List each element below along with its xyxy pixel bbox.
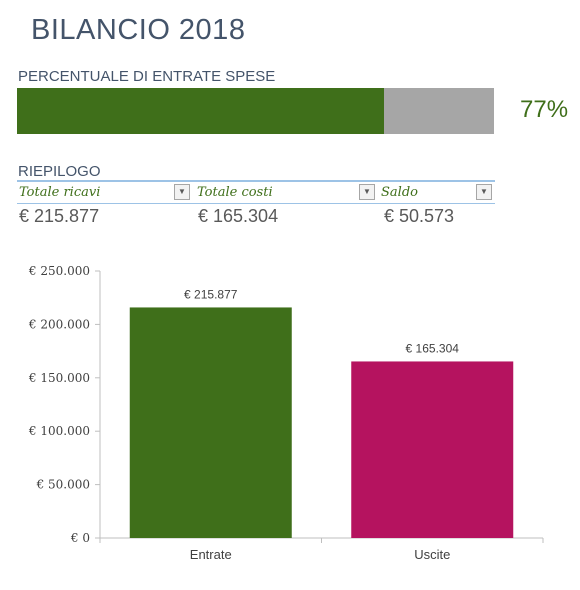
x-category-label: Uscite: [414, 547, 450, 562]
y-tick-label: € 50.000: [36, 478, 90, 492]
y-tick-label: € 150.000: [28, 371, 90, 385]
progress-value: 77%: [520, 96, 569, 123]
chevron-down-icon: ▼: [480, 187, 488, 196]
bar-chart: € 0 € 50.000 € 100.000 € 150.000 € 200.000 € …: [28, 264, 544, 562]
header-balance: Saldo: [381, 185, 418, 200]
page-title: BILANCIO 2018: [31, 14, 246, 46]
filter-dropdown-revenue[interactable]: ▼: [174, 184, 190, 200]
summary-table-header: Totale ricavi ▼ Totale costi ▼ Saldo ▼: [17, 180, 495, 204]
summary-label: RIEPILOGO: [18, 163, 101, 180]
y-tick-label: € 200.000: [28, 317, 90, 331]
y-tick-label: € 100.000: [28, 424, 90, 438]
progress-label: PERCENTUALE DI ENTRATE SPESE: [18, 68, 276, 85]
header-total-costs: Totale costi: [197, 185, 273, 200]
progress-bar-fill: [17, 88, 385, 134]
chevron-down-icon: ▼: [178, 187, 186, 196]
progress-bar: [17, 88, 494, 134]
value-total-costs: € 165.304: [198, 206, 279, 226]
value-total-revenue: € 215.877: [19, 206, 100, 226]
y-tick-label: € 0: [70, 531, 90, 545]
bar-uscite: [351, 361, 514, 538]
value-balance: € 50.573: [384, 206, 455, 226]
header-total-revenue: Totale ricavi: [19, 185, 101, 200]
x-category-label: Entrate: [190, 547, 232, 562]
y-tick-label: € 250.000: [28, 264, 90, 278]
filter-dropdown-balance[interactable]: ▼: [476, 184, 492, 200]
bar-entrate: [129, 307, 292, 538]
filter-dropdown-costs[interactable]: ▼: [359, 184, 375, 200]
data-label: € 165.304: [406, 341, 460, 355]
chevron-down-icon: ▼: [363, 187, 371, 196]
data-label: € 215.877: [184, 287, 238, 301]
